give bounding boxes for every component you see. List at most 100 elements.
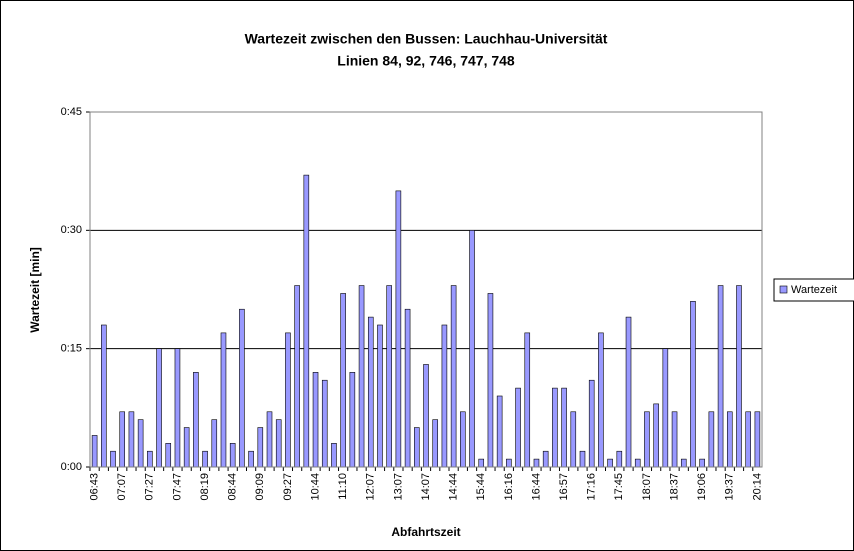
bar <box>699 458 705 468</box>
legend-box <box>773 278 854 302</box>
bar <box>625 316 632 468</box>
y-tick-label: 0:45 <box>61 106 82 118</box>
bar <box>156 348 162 468</box>
bar <box>460 411 466 468</box>
x-tick-label: 13:07 <box>392 473 404 501</box>
bar <box>671 411 678 468</box>
bar <box>377 324 383 468</box>
bar <box>414 427 420 468</box>
bar <box>248 450 254 468</box>
bar <box>717 285 724 468</box>
bar <box>441 324 448 468</box>
bar <box>598 332 604 468</box>
bar <box>285 332 291 468</box>
x-tick-label: 08:19 <box>199 473 211 501</box>
x-tick-label: 14:44 <box>448 473 460 501</box>
x-tick-label: 07:27 <box>144 473 156 501</box>
x-tick-label: 18:07 <box>641 473 653 501</box>
x-tick-label: 07:07 <box>116 473 128 501</box>
bar <box>432 419 438 468</box>
bar <box>506 458 512 468</box>
bar <box>331 443 337 468</box>
bar <box>101 324 107 468</box>
bar <box>174 348 181 468</box>
bar <box>533 458 540 468</box>
bar <box>404 308 411 468</box>
bar <box>275 419 282 468</box>
bar <box>690 301 696 468</box>
bar <box>552 387 558 468</box>
bar <box>239 308 245 468</box>
bar <box>266 411 273 468</box>
bar <box>395 190 402 468</box>
y-tick-label: 0:15 <box>61 343 82 355</box>
bar <box>496 395 503 468</box>
bar <box>294 285 300 468</box>
bar <box>450 285 457 468</box>
bar <box>137 419 144 468</box>
bar <box>165 443 172 468</box>
bar <box>524 332 531 468</box>
x-tick-label: 10:44 <box>309 473 321 501</box>
chart-title: Wartezeit zwischen den Bussen: Lauchhau-… <box>245 31 608 47</box>
x-tick-label: 11:10 <box>337 473 349 500</box>
y-tick-label: 0:00 <box>61 461 82 473</box>
bar <box>662 348 669 468</box>
x-axis-title: Abfahrtszeit <box>391 525 460 539</box>
x-tick-label: 20:14 <box>751 473 763 501</box>
x-tick-label: 15:44 <box>475 473 487 501</box>
bar <box>745 411 751 468</box>
bar <box>561 387 567 468</box>
bar <box>754 411 761 468</box>
x-tick-label: 07:47 <box>171 473 183 501</box>
bar <box>423 364 429 468</box>
bar <box>644 411 650 468</box>
bar <box>469 230 475 468</box>
bar <box>736 285 742 468</box>
bar <box>91 435 98 468</box>
bar <box>680 458 687 468</box>
chart-subtitle: Linien 84, 92, 746, 747, 748 <box>337 53 515 69</box>
bar <box>183 427 190 468</box>
bar <box>110 450 116 468</box>
bar <box>616 450 623 468</box>
y-axis-title: Wartezeit [min] <box>28 247 42 333</box>
x-tick-label: 16:44 <box>530 473 542 501</box>
bar <box>386 285 392 468</box>
legend-label: Wartezeit <box>791 284 837 296</box>
bar <box>515 387 521 468</box>
x-tick-label: 14:07 <box>420 473 432 501</box>
bar <box>147 450 153 468</box>
bar <box>349 372 356 468</box>
x-tick-label: 19:06 <box>696 473 708 501</box>
bar <box>303 174 310 468</box>
legend-swatch <box>779 285 788 294</box>
bar <box>607 458 613 468</box>
x-tick-label: 16:16 <box>503 473 515 501</box>
x-tick-label: 12:07 <box>365 473 377 501</box>
x-tick-label: 06:43 <box>89 473 101 501</box>
x-tick-label: 09:09 <box>254 473 266 501</box>
plot-border <box>89 111 763 468</box>
x-tick-label: 16:57 <box>558 473 570 501</box>
bar <box>202 450 208 468</box>
x-tick-label: 19:37 <box>724 473 736 501</box>
bar <box>119 411 126 468</box>
bar <box>653 403 659 468</box>
x-tick-label: 17:45 <box>613 473 625 501</box>
y-tick-label: 0:30 <box>61 224 82 236</box>
bar <box>487 293 494 468</box>
bar <box>321 379 328 468</box>
bar <box>579 450 586 468</box>
bar <box>588 379 595 468</box>
bar <box>708 411 715 468</box>
bar <box>229 443 236 468</box>
x-tick-label: 09:27 <box>282 473 294 501</box>
x-tick-label: 17:16 <box>586 473 598 501</box>
bar <box>634 458 641 468</box>
x-tick-label: 08:44 <box>227 473 239 501</box>
bar <box>211 419 218 468</box>
bar <box>367 316 374 468</box>
bar <box>358 285 365 468</box>
